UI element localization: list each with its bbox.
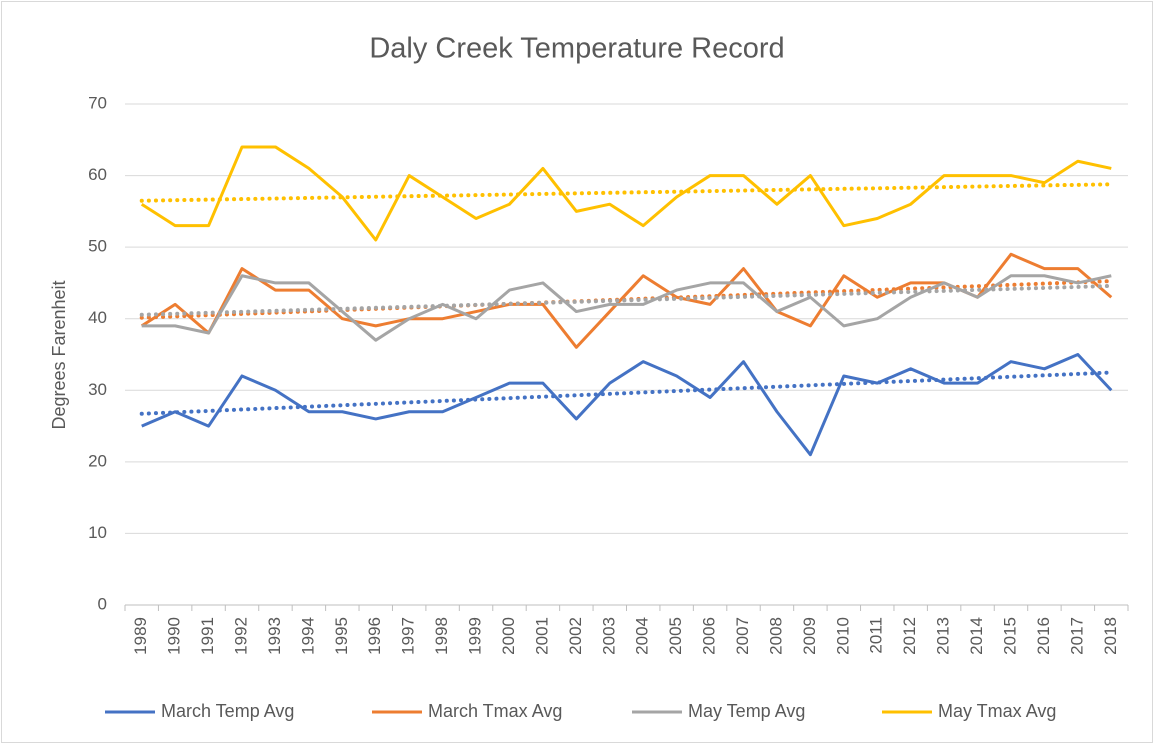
x-tick-label: 2001: [532, 617, 551, 655]
x-tick-label: 1995: [332, 617, 351, 655]
x-tick-label: 1992: [232, 617, 251, 655]
y-tick-label: 10: [88, 523, 107, 542]
y-tick-label: 30: [88, 380, 107, 399]
x-tick-label: 2018: [1101, 617, 1120, 655]
x-tick-label: 2016: [1034, 617, 1053, 655]
y-tick-label: 60: [88, 165, 107, 184]
x-tick-label: 2006: [700, 617, 719, 655]
x-tick-label: 2014: [967, 617, 986, 655]
x-tick-label: 1996: [365, 617, 384, 655]
y-tick-label: 0: [98, 594, 107, 613]
series-line: [141, 274, 1112, 342]
y-tick-label: 70: [88, 93, 107, 112]
trendline: [139, 182, 1114, 203]
x-tick-label: 2005: [666, 617, 685, 655]
legend-label: May Temp Avg: [688, 701, 805, 721]
x-tick-label: 1997: [399, 617, 418, 655]
x-tick-label: 2004: [633, 617, 652, 655]
x-tick-label: 2012: [900, 617, 919, 655]
x-tick-label: 1991: [198, 617, 217, 655]
x-tick-label: 2008: [766, 617, 785, 655]
trendline: [139, 283, 1114, 317]
trendline: [139, 279, 1114, 320]
x-tick-label: 2007: [733, 617, 752, 655]
series-line: [140, 145, 1112, 242]
y-tick-label: 50: [88, 237, 107, 256]
x-tick-label: 1990: [165, 617, 184, 655]
x-tick-label: 2003: [599, 617, 618, 655]
x-tick-label: 2015: [1000, 617, 1019, 655]
y-tick-label: 20: [88, 451, 107, 470]
x-tick-label: 2011: [867, 617, 886, 654]
x-tick-label: 2010: [833, 617, 852, 655]
x-tick-label: 1999: [466, 617, 485, 655]
series-line: [141, 353, 1113, 457]
x-tick-label: 1993: [265, 617, 284, 655]
x-tick-label: 2000: [499, 617, 518, 655]
x-tick-label: 2017: [1067, 617, 1086, 655]
legend-label: March Tmax Avg: [428, 701, 562, 721]
x-tick-label: 2009: [800, 617, 819, 655]
x-tick-label: 2013: [934, 617, 953, 655]
legend-label: May Tmax Avg: [938, 701, 1056, 721]
x-tick-label: 1998: [432, 617, 451, 655]
legend-label: March Temp Avg: [161, 701, 294, 721]
x-tick-label: 2002: [566, 617, 585, 655]
x-tick-label: 1989: [131, 617, 150, 655]
x-tick-label: 1994: [298, 617, 317, 655]
y-axis-label: Degrees Farenheit: [49, 280, 69, 429]
chart-title: Daly Creek Temperature Record: [369, 33, 784, 65]
y-tick-label: 40: [88, 308, 107, 327]
